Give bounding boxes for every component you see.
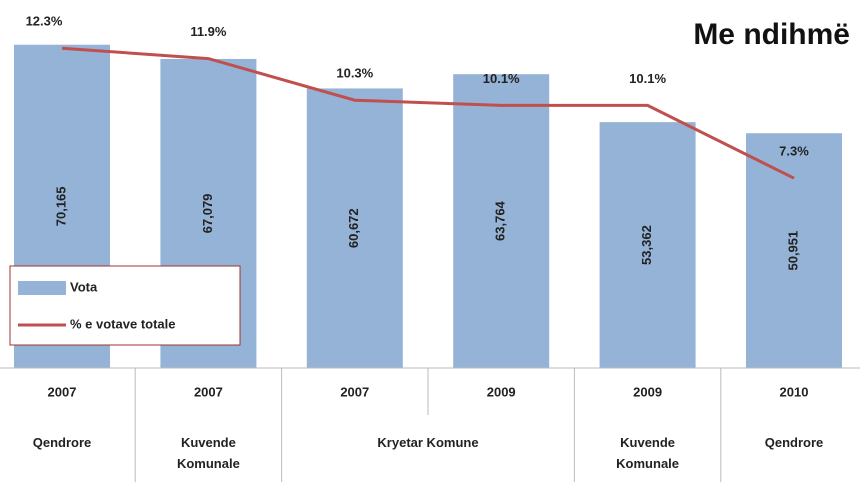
group-label: Kuvende Komunale (176, 435, 240, 471)
bar-value-label: 53,362 (639, 225, 654, 265)
group-label: Qendrore (764, 435, 824, 450)
line-value-label: 12.3% (26, 14, 63, 29)
chart-title: Me ndihmë (693, 18, 850, 51)
group-label: Kryetar Komune (377, 435, 479, 450)
legend-box (9, 265, 241, 346)
bar-value-label: 60,672 (346, 208, 361, 248)
line-value-label: 10.1% (483, 71, 520, 86)
x-tick-label: 2010 (780, 384, 809, 399)
line-value-label: 10.1% (629, 71, 666, 86)
group-label: Kuvende Komunale (616, 435, 680, 471)
legend-label: % e votave totale (70, 316, 176, 331)
x-tick-label: 2009 (633, 384, 662, 399)
x-tick-label: 2007 (48, 384, 77, 399)
group-label: Qendrore (32, 435, 92, 450)
bar-value-label: 63,764 (493, 200, 508, 241)
line-value-label: 10.3% (336, 66, 373, 81)
x-tick-label: 2007 (194, 384, 223, 399)
legend-label: Vota (70, 279, 98, 294)
bar (306, 88, 403, 368)
x-tick-label: 2009 (487, 384, 516, 399)
bar-value-label: 67,079 (200, 194, 215, 234)
x-tick-label: 2007 (340, 384, 369, 399)
bar (453, 74, 550, 368)
line-value-label: 7.3% (779, 144, 809, 159)
bar (746, 133, 842, 368)
line-value-label: 11.9% (190, 24, 227, 39)
legend-swatch (18, 281, 66, 295)
bar (599, 122, 696, 368)
line (61, 46, 795, 180)
bar-value-label: 50,951 (785, 231, 800, 271)
bar-value-label: 70,165 (53, 186, 68, 226)
